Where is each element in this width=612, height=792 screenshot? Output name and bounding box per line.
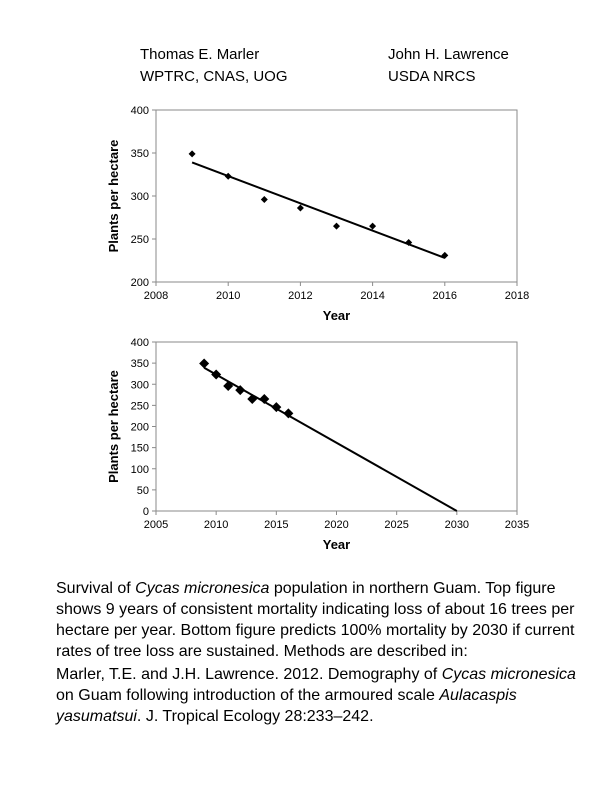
y-tick-label: 200 xyxy=(131,277,149,289)
data-point xyxy=(271,402,282,413)
y-tick-label: 250 xyxy=(131,400,149,412)
author-block-lawrence: John H. Lawrence USDA NRCS xyxy=(388,44,509,88)
x-tick-label: 2008 xyxy=(144,290,168,302)
x-tick-label: 2016 xyxy=(433,290,457,302)
y-tick-label: 350 xyxy=(131,358,149,370)
x-tick-label: 2025 xyxy=(384,519,408,531)
data-point xyxy=(235,385,246,396)
trend-line xyxy=(191,161,446,259)
y-tick-label: 300 xyxy=(131,379,149,391)
x-tick-label: 2005 xyxy=(144,519,168,531)
x-tick-label: 2020 xyxy=(324,519,348,531)
author-block-marler: Thomas E. Marler WPTRC, CNAS, UOG xyxy=(140,44,288,88)
data-point xyxy=(260,195,268,203)
y-tick-label: 250 xyxy=(131,234,149,246)
x-axis-label: Year xyxy=(323,308,350,323)
y-tick-label: 0 xyxy=(143,506,149,518)
data-point xyxy=(333,222,340,230)
x-tick-label: 2010 xyxy=(204,519,228,531)
author-affiliation: WPTRC, CNAS, UOG xyxy=(140,68,288,85)
plot-area xyxy=(155,109,518,283)
x-tick-label: 2035 xyxy=(505,519,529,531)
trend-line xyxy=(203,366,458,512)
author-affiliation: USDA NRCS xyxy=(388,68,476,85)
top-chart: 200 250 300 350 400 2008 2010 2012 2014 2016 2018 Y… xyxy=(106,105,529,323)
data-point xyxy=(223,380,234,391)
data-point xyxy=(247,394,258,405)
data-point xyxy=(211,369,222,380)
author-name: John H. Lawrence xyxy=(388,46,509,63)
x-tick-label: 2030 xyxy=(445,519,469,531)
y-tick-label: 200 xyxy=(131,422,149,434)
author-name: Thomas E. Marler xyxy=(140,46,260,63)
y-tick-label: 400 xyxy=(131,337,149,349)
x-tick-label: 2012 xyxy=(288,290,312,302)
y-tick-label: 300 xyxy=(131,191,149,203)
plot-area xyxy=(155,341,518,512)
bottom-chart: 0 50 100 150 200 250 300 350 400 2005 2010 2015 2020… xyxy=(106,337,529,552)
data-point xyxy=(224,172,232,180)
data-point xyxy=(188,150,196,158)
x-tick-label: 2010 xyxy=(216,290,240,302)
data-point xyxy=(199,358,210,369)
caption-paragraph-summary: Survival of Cycas micronesica population… xyxy=(56,580,575,660)
data-point xyxy=(259,394,270,405)
x-tick-label: 2014 xyxy=(360,290,384,302)
y-tick-label: 50 xyxy=(137,485,149,497)
caption-paragraph-reference: Marler, T.E. and J.H. Lawrence. 2012. De… xyxy=(56,666,576,725)
x-tick-label: 2015 xyxy=(264,519,288,531)
data-point xyxy=(441,251,449,259)
y-tick-label: 350 xyxy=(131,148,149,160)
data-point xyxy=(296,204,304,212)
data-point xyxy=(405,238,413,246)
data-point xyxy=(369,222,377,230)
y-tick-label: 400 xyxy=(131,105,149,117)
y-tick-label: 100 xyxy=(131,464,149,476)
y-axis-label: Plants per hectare xyxy=(106,140,121,253)
figure-caption: Survival of Cycas micronesica population… xyxy=(56,578,596,727)
y-tick-label: 150 xyxy=(131,443,149,455)
data-point xyxy=(283,408,294,419)
y-axis-label: Plants per hectare xyxy=(106,370,121,483)
x-axis-label: Year xyxy=(323,537,350,552)
x-tick-label: 2018 xyxy=(505,290,529,302)
